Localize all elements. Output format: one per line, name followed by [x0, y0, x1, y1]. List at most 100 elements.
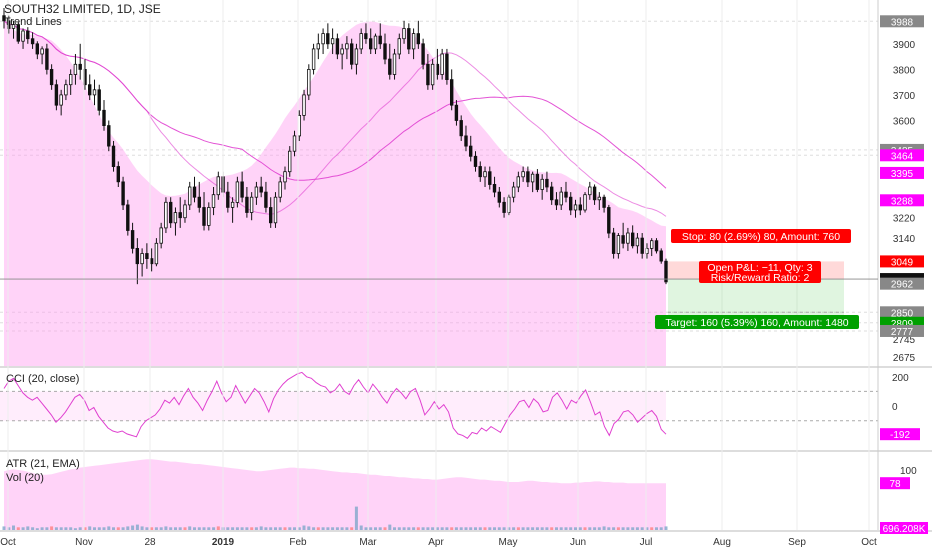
atr-pane [2, 459, 668, 530]
volume-bar [26, 526, 30, 530]
candle-body [488, 171, 492, 185]
candle-body [259, 186, 263, 193]
candle-body [121, 181, 125, 206]
candle-body [516, 176, 520, 188]
candle-body [407, 28, 411, 50]
volume-bar [469, 527, 473, 530]
candle-body [45, 48, 49, 70]
candle-body [11, 24, 16, 29]
candle-body [16, 24, 20, 42]
price-badge-label: 3288 [891, 196, 914, 207]
candle-body [578, 204, 582, 211]
volume-bar [40, 527, 44, 530]
volume-bar [45, 527, 49, 530]
volume-bar [555, 527, 558, 530]
candle-body [149, 258, 154, 265]
volume-bar [440, 527, 444, 530]
candle-body [354, 48, 359, 65]
time-axis-label: Jun [570, 537, 586, 548]
price-tick-label: 3700 [893, 91, 916, 102]
volume-bar [7, 527, 11, 530]
volume-bar [374, 527, 377, 530]
volume-bar [497, 527, 501, 530]
volume-bar [274, 527, 277, 530]
volume-bar [483, 527, 487, 530]
candle-body [664, 260, 668, 283]
candle-body [164, 201, 168, 229]
volume-bar [164, 526, 168, 530]
volume-bar [54, 527, 58, 530]
candle-body [240, 181, 244, 198]
volume-bar [459, 527, 463, 530]
time-axis-label: May [499, 537, 518, 548]
candle-body [602, 196, 606, 208]
candle-body [88, 84, 92, 96]
volume-bar [354, 506, 358, 530]
candle-body [49, 69, 54, 86]
volume-bar [574, 527, 577, 530]
candle-body [330, 38, 335, 45]
atr-title: ATR (21, EMA) [6, 458, 80, 470]
candle-body [92, 89, 97, 96]
volume-bar [431, 527, 435, 530]
price-badge [880, 149, 924, 162]
volume-bar [188, 526, 192, 530]
volume-bar [216, 526, 220, 530]
volume-bar [659, 527, 663, 530]
volume-bar [297, 527, 301, 530]
volume-bar [88, 526, 92, 530]
candle-body [292, 135, 297, 152]
vol-title: Vol (20) [6, 472, 44, 484]
cci-pane [0, 371, 878, 439]
volume-bar [655, 527, 658, 530]
price-badge-label: 3988 [891, 17, 914, 28]
volume-bar [535, 527, 539, 530]
candle-body [569, 196, 573, 211]
candle-body [35, 43, 39, 55]
volume-bar [288, 527, 292, 530]
volume-bar [526, 527, 530, 530]
volume-bar [59, 527, 63, 530]
price-badge [880, 255, 924, 268]
price-badge [880, 277, 924, 290]
volume-bar [545, 527, 549, 530]
volume-bar [593, 527, 597, 530]
volume-bar [16, 527, 20, 530]
volume-bar [321, 527, 325, 530]
volume-bar [83, 527, 87, 530]
target-label: Target: 160 (5.39%) 160, Amount: 1480 [665, 317, 848, 329]
volume-bar [78, 527, 82, 530]
volume-bar [145, 527, 149, 530]
volume-bar [250, 527, 254, 530]
volume-bar [150, 527, 154, 530]
position-tool[interactable]: Stop: 80 (2.69%) 80, Amount: 760 Open P&L… [0, 229, 878, 329]
candle-body [130, 230, 135, 249]
volume-bar [140, 526, 144, 530]
volume-bar [359, 525, 363, 530]
volume-bar [445, 527, 449, 530]
candle-body [30, 38, 35, 45]
candle-body [268, 207, 273, 224]
volume-bar [602, 526, 606, 530]
candle-body [607, 207, 611, 234]
volume-bar [345, 527, 349, 530]
volume-bar [331, 527, 335, 530]
candle-body [178, 212, 182, 219]
candle-body [183, 204, 187, 219]
candle-body [411, 33, 416, 50]
chart-title: SOUTH32 LIMITED, 1D, JSE [4, 2, 161, 16]
cci-tick-label: 0 [892, 402, 898, 413]
candle-body [226, 191, 230, 208]
time-axis-label: Oct [0, 537, 16, 548]
candle-body [321, 33, 325, 45]
candle-body [373, 35, 378, 50]
volume-bar [493, 527, 496, 530]
candle-body [278, 181, 282, 198]
candle-body [345, 43, 349, 50]
candle-body [588, 186, 592, 196]
candle-body [97, 89, 101, 111]
candle-body [102, 109, 106, 127]
atr-badge-label: 78 [889, 479, 901, 490]
price-tick-label: 3220 [893, 214, 916, 225]
candle-body [454, 104, 459, 121]
